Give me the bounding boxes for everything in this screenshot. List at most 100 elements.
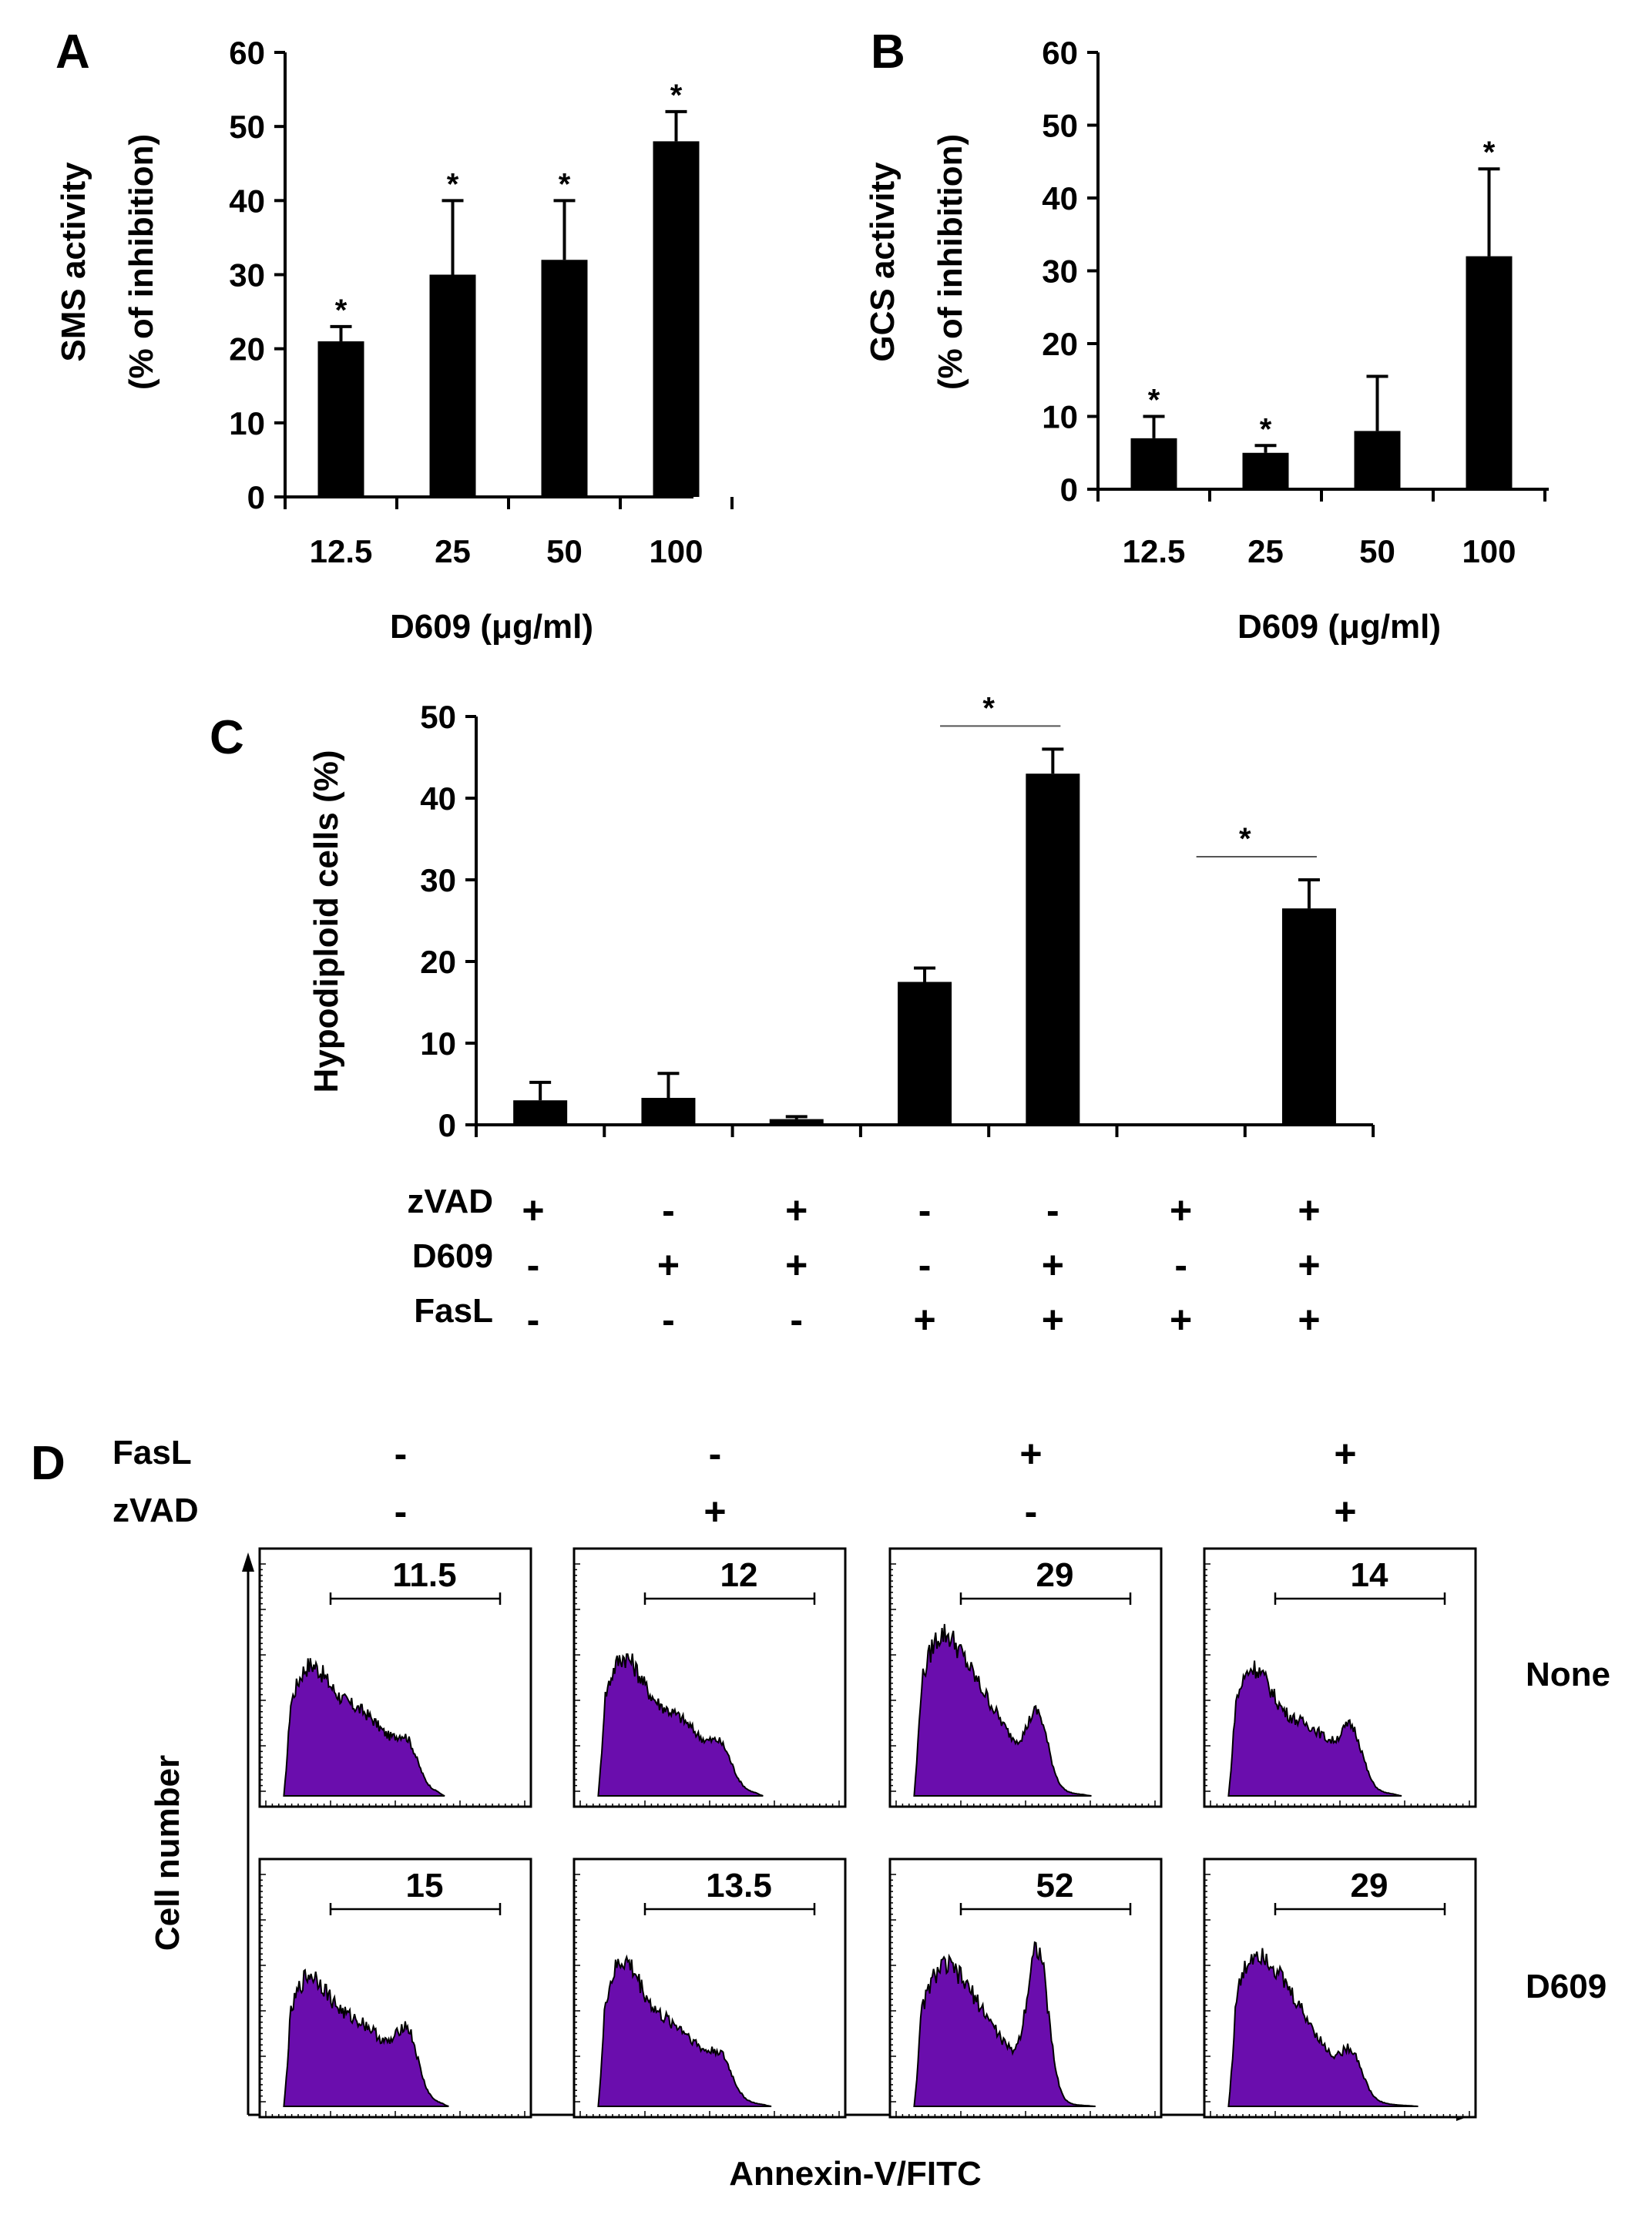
c-bar <box>1026 774 1080 1125</box>
d-gate-percentage: 11.5 <box>392 1556 456 1594</box>
a-ytick-label: 30 <box>229 257 265 294</box>
c-bar <box>513 1100 568 1125</box>
a-ytick-label: 40 <box>229 183 265 219</box>
panel-b-ylabel-line1: GCS activity <box>864 162 902 362</box>
c-ytick-label: 10 <box>420 1025 456 1062</box>
c-ytick-label: 0 <box>438 1107 456 1143</box>
a-category-label: 25 <box>435 533 471 569</box>
panel-d-ylabel: Cell number <box>149 1755 186 1951</box>
panel-b: B GCS activity (% of inhibition) 0 10 20 30… <box>864 25 1549 646</box>
d-condition-sign: + <box>703 1490 726 1533</box>
a-bar <box>429 274 476 497</box>
a-ytick-label: 0 <box>247 479 265 515</box>
c-condition-sign: + <box>1298 1189 1320 1232</box>
c-condition-label: D609 <box>412 1237 493 1275</box>
d-condition-sign: - <box>395 1490 408 1533</box>
c-condition-sign: - <box>527 1298 540 1341</box>
panel-b-letter: B <box>871 25 905 79</box>
d-gate-percentage: 13.5 <box>706 1867 772 1905</box>
d-gate-percentage: 52 <box>1036 1867 1074 1905</box>
d-condition-sign: + <box>1019 1432 1042 1475</box>
d-condition-sign: - <box>709 1432 722 1475</box>
d-condition-sign: + <box>1334 1432 1356 1475</box>
c-condition-sign: + <box>913 1298 935 1341</box>
c-ytick-label: 50 <box>420 699 456 735</box>
c-condition-sign: - <box>790 1298 803 1341</box>
d-histogram-distribution <box>283 1658 445 1797</box>
b-category-label: 25 <box>1247 533 1284 569</box>
c-condition-sign: + <box>522 1189 544 1232</box>
c-condition-label: zVAD <box>407 1183 493 1220</box>
d-gate-percentage: 12 <box>720 1556 758 1594</box>
c-bar <box>898 982 952 1125</box>
a-ytick-label: 50 <box>229 109 265 145</box>
panel-c-ylabel: Hypodiploid cells (%) <box>307 750 345 1093</box>
d-histogram-distribution <box>913 1941 1096 2107</box>
a-bar <box>653 141 700 497</box>
c-significance-star: * <box>1239 822 1251 856</box>
panel-d: D FasL - - + + zVAD - + - + Cell number Annexin-V… <box>31 1432 1610 2193</box>
panel-a-ylabel-line2: (% of inhibition) <box>123 134 160 390</box>
b-significance-star: * <box>1483 136 1496 169</box>
c-condition-sign: + <box>785 1189 808 1232</box>
d-histogram-distribution <box>283 1968 449 2107</box>
b-ytick-label: 60 <box>1042 35 1078 71</box>
b-significance-star: * <box>1260 412 1272 446</box>
c-ytick-label: 40 <box>420 780 456 817</box>
b-ytick-label: 50 <box>1042 108 1078 144</box>
panel-d-xlabel: Annexin-V/FITC <box>729 2155 982 2193</box>
a-ytick-label: 60 <box>229 35 265 71</box>
d-gate-percentage: 29 <box>1351 1867 1388 1905</box>
c-condition-sign: - <box>527 1243 540 1287</box>
d-condition-label: zVAD <box>112 1492 199 1529</box>
d-row-label: D609 <box>1526 1968 1607 2005</box>
panel-a: A SMS activity (% of inhibition) 0 10 20 30… <box>55 25 734 646</box>
c-condition-sign: + <box>657 1243 680 1287</box>
c-condition-sign: - <box>662 1189 675 1232</box>
c-bar <box>769 1119 824 1125</box>
c-condition-sign: + <box>1170 1298 1192 1341</box>
c-condition-sign: - <box>918 1189 932 1232</box>
a-category-label: 12.5 <box>310 533 373 569</box>
b-ytick-label: 30 <box>1042 253 1078 290</box>
b-bar <box>1354 431 1401 489</box>
a-ytick-label: 10 <box>229 405 265 441</box>
c-condition-sign: - <box>662 1298 675 1341</box>
b-ytick-label: 40 <box>1042 180 1078 216</box>
b-bar <box>1242 452 1289 489</box>
c-condition-sign: - <box>1046 1189 1059 1232</box>
a-ytick-label: 20 <box>229 331 265 367</box>
b-ytick-label: 20 <box>1042 326 1078 362</box>
b-ytick-label: 0 <box>1060 472 1078 508</box>
panel-d-y-arrowhead <box>242 1552 254 1572</box>
d-row-label: None <box>1526 1656 1610 1693</box>
c-significance-star: * <box>982 691 995 725</box>
c-bar <box>641 1098 696 1125</box>
c-ytick-label: 20 <box>420 944 456 980</box>
a-bar <box>541 260 588 497</box>
b-category-label: 12.5 <box>1123 533 1186 569</box>
c-condition-sign: + <box>1298 1243 1320 1287</box>
panel-b-ylabel-line2: (% of inhibition) <box>932 134 969 390</box>
b-bar <box>1466 256 1513 489</box>
d-histogram-distribution <box>913 1623 1092 1797</box>
d-gate-percentage: 15 <box>406 1867 444 1905</box>
panel-a-ylabel-line1: SMS activity <box>55 162 92 362</box>
a-category-label: 100 <box>649 533 703 569</box>
b-ytick-label: 10 <box>1042 399 1078 435</box>
c-condition-label: FasL <box>414 1292 493 1330</box>
panel-c-letter: C <box>210 711 244 764</box>
d-gate-percentage: 29 <box>1036 1556 1074 1594</box>
c-condition-sign: - <box>918 1243 932 1287</box>
c-condition-sign: + <box>785 1243 808 1287</box>
d-condition-sign: - <box>395 1432 408 1475</box>
c-condition-sign: + <box>1042 1298 1064 1341</box>
d-histogram-distribution <box>597 1954 772 2107</box>
c-bar <box>1281 908 1336 1125</box>
c-condition-sign: - <box>1174 1243 1187 1287</box>
a-significance-star: * <box>335 294 348 327</box>
b-category-label: 100 <box>1462 533 1516 569</box>
panel-c: C Hypodiploid cells (%) 0 10 20 30 40 50 * * z… <box>210 691 1375 1341</box>
panel-a-letter: A <box>55 25 90 79</box>
